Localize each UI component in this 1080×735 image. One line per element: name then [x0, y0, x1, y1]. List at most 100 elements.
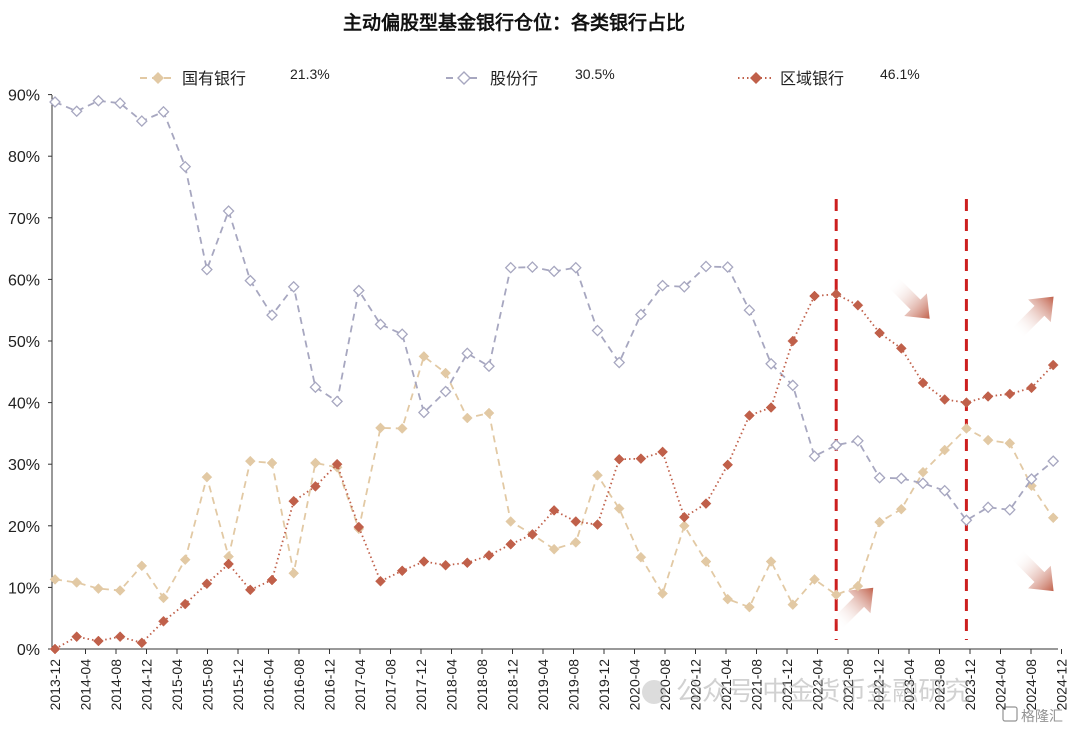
- data-point: [917, 477, 929, 490]
- x-tick-label: 2023-04: [901, 659, 917, 711]
- data-point: [765, 357, 778, 370]
- data-point: [396, 423, 408, 434]
- chart-title: 主动偏股型基金银行仓位：各类银行占比: [343, 11, 685, 34]
- gelonghui-logo-icon: [1002, 706, 1018, 722]
- data-point: [1003, 503, 1016, 516]
- legend-value-regional-banks: 46.1%: [880, 66, 920, 82]
- data-point: [352, 284, 365, 297]
- legend-label-state-banks: 国有银行: [182, 69, 246, 88]
- data-point: [201, 578, 213, 590]
- data-point: [874, 327, 885, 339]
- annotations: [831, 199, 1054, 640]
- data-point: [1047, 455, 1060, 468]
- trend-arrow-icon: [887, 277, 930, 319]
- data-point: [483, 360, 495, 373]
- x-tick-label: 2020-12: [688, 659, 704, 711]
- trend-arrow-shape: [887, 277, 930, 319]
- x-tick-label: 2020-04: [627, 659, 643, 711]
- x-tick-label: 2013-12: [47, 659, 63, 711]
- data-point: [722, 593, 734, 605]
- data-point: [1026, 382, 1037, 394]
- data-point: [135, 115, 148, 128]
- data-point: [787, 599, 799, 611]
- data-point: [657, 588, 668, 599]
- data-point: [49, 574, 61, 585]
- legend-marker-regional-banks: [750, 72, 762, 84]
- series-1: [49, 94, 1060, 527]
- legend-label-joint-stock-banks: 股份行: [490, 69, 538, 88]
- data-point: [287, 280, 300, 293]
- data-point: [179, 598, 191, 610]
- y-tick-label: 50%: [8, 334, 40, 351]
- x-tick-label: 2016-04: [261, 659, 277, 711]
- data-point: [483, 550, 495, 561]
- data-point: [591, 324, 604, 337]
- data-point: [982, 391, 994, 402]
- data-point: [613, 503, 625, 514]
- watermark-text: 公众号·中金货币金融研究: [676, 677, 970, 707]
- x-tick-label: 2019-04: [535, 659, 551, 711]
- data-point: [266, 457, 278, 469]
- legend-marker-joint-stock-banks: [457, 71, 471, 85]
- data-point: [851, 434, 864, 447]
- data-point: [939, 444, 951, 456]
- wechat-icon: [642, 680, 666, 704]
- x-tick-label: 2016-12: [322, 659, 338, 711]
- data-point: [765, 556, 777, 567]
- y-tick-label: 70%: [8, 211, 40, 228]
- series-2: [49, 288, 1059, 655]
- data-point: [114, 631, 126, 643]
- data-point: [461, 347, 474, 360]
- x-tick-label: 2015-12: [230, 659, 246, 711]
- data-point: [417, 406, 430, 419]
- data-point: [71, 577, 83, 588]
- data-point: [70, 105, 83, 118]
- data-point: [505, 516, 517, 527]
- data-point: [244, 584, 256, 596]
- data-point: [895, 503, 907, 515]
- data-point: [396, 565, 408, 577]
- series-layer: [49, 94, 1060, 655]
- x-tick-label: 2018-04: [444, 659, 460, 711]
- data-point: [786, 379, 799, 392]
- x-tick-label: 2015-08: [200, 659, 216, 711]
- data-point: [93, 583, 104, 594]
- data-point: [440, 367, 451, 379]
- data-point: [635, 453, 647, 465]
- x-tick-label: 2016-08: [291, 659, 307, 711]
- data-point: [678, 520, 690, 532]
- x-tick-label: 2021-12: [779, 659, 795, 711]
- data-point: [266, 309, 278, 322]
- data-point: [657, 446, 668, 458]
- x-tick-label: 2022-08: [840, 659, 856, 711]
- data-point: [439, 385, 452, 398]
- y-tick-label: 30%: [8, 457, 40, 474]
- data-point: [722, 459, 734, 471]
- series-line: [54, 354, 1054, 609]
- data-point: [244, 455, 256, 467]
- data-point: [504, 261, 517, 274]
- data-point: [678, 511, 690, 523]
- legend-value-joint-stock-banks: 30.5%: [575, 66, 615, 82]
- x-tick-label: 2021-08: [749, 659, 765, 711]
- data-point: [374, 318, 387, 331]
- data-point: [49, 643, 61, 655]
- data-point: [1047, 359, 1059, 371]
- data-point: [852, 580, 864, 592]
- data-point: [743, 304, 756, 317]
- corner-watermark: 格隆汇: [1002, 706, 1063, 725]
- data-point: [961, 397, 972, 408]
- data-point: [309, 381, 322, 394]
- x-tick-label: 2021-04: [718, 659, 734, 711]
- x-tick-label: 2014-08: [108, 659, 124, 711]
- data-point: [613, 453, 625, 465]
- data-point: [700, 498, 712, 509]
- data-point: [179, 554, 191, 566]
- data-point: [396, 328, 409, 341]
- x-tick-label: 2014-04: [78, 659, 94, 711]
- x-tick-label: 2020-08: [657, 659, 673, 711]
- data-point: [917, 466, 929, 478]
- data-point: [982, 434, 994, 446]
- data-point: [157, 105, 170, 118]
